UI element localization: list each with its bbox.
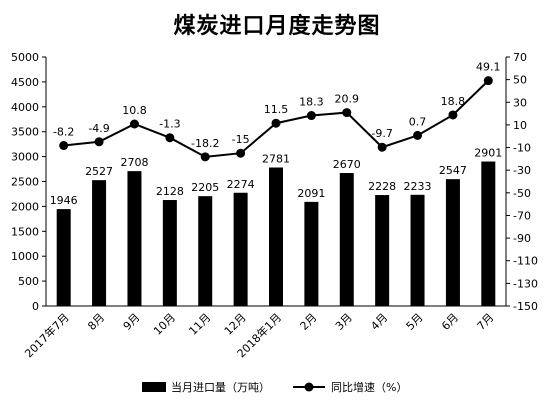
growth-value-label: 20.9 [335, 93, 360, 106]
bar-value-label: 2233 [404, 180, 432, 193]
bar-value-label: 2527 [85, 165, 113, 178]
left-axis-tick-label: 500 [18, 275, 39, 288]
right-axis-tick-label: -150 [513, 300, 538, 313]
bar-value-label: 2128 [156, 185, 184, 198]
bar-value-label: 2901 [474, 147, 502, 160]
bar [445, 179, 460, 306]
legend-bar-label: 当月进口量（万吨） [171, 380, 270, 394]
legend-bar-swatch [142, 382, 166, 392]
x-axis-tick-label: 8月 [85, 311, 107, 333]
x-axis-tick-label: 11月 [186, 311, 213, 338]
bar-value-label: 2228 [368, 180, 396, 193]
right-axis-tick-label: -110 [513, 255, 538, 268]
x-axis-tick-label: 3月 [333, 311, 355, 333]
growth-value-label: -18.2 [191, 137, 219, 150]
bar [410, 194, 425, 306]
right-axis-tick-label: -50 [513, 187, 531, 200]
bar [269, 167, 283, 306]
left-axis-tick-label: 5000 [11, 51, 39, 64]
growth-value-label: 18.3 [299, 96, 324, 109]
left-axis-tick-label: 4500 [11, 76, 39, 89]
legend-line-marker [304, 382, 314, 392]
growth-marker [165, 133, 175, 143]
bar [162, 200, 177, 306]
growth-marker [94, 137, 104, 147]
data-labels: 1946 2527 2708 2128 2205 2274 2781 2091 2670 2228… [50, 61, 503, 207]
right-axis-tick-label: 70 [513, 51, 527, 64]
legend: 当月进口量（万吨） 同比增速（%） [142, 380, 407, 394]
bar-series [56, 161, 496, 306]
bar-value-label: 2670 [333, 158, 361, 171]
bar-value-label: 2708 [120, 156, 148, 169]
growth-marker [413, 130, 423, 140]
growth-marker [271, 118, 281, 128]
left-axis-tick-label: 1000 [11, 250, 39, 263]
bar [375, 195, 390, 306]
left-axis-tick-label: 3000 [11, 151, 39, 164]
bar [481, 161, 496, 306]
left-axis-tick-label: 4000 [11, 101, 39, 114]
growth-marker [448, 110, 458, 120]
left-axis-tick-label: 3500 [11, 126, 39, 139]
growth-marker [377, 142, 387, 152]
growth-value-label: -4.9 [88, 122, 109, 135]
right-axis-tick-label: -70 [513, 209, 531, 222]
growth-value-label: 49.1 [476, 61, 501, 74]
x-axis-tick-label: 5月 [404, 311, 426, 333]
growth-value-label: -8.2 [53, 126, 74, 139]
right-axis-tick-label: -10 [513, 142, 531, 155]
growth-marker [59, 141, 69, 151]
bar-value-label: 2091 [297, 187, 325, 200]
x-axis-tick-label: 10月 [151, 311, 178, 338]
growth-value-label: -15 [232, 133, 250, 146]
bar [233, 192, 248, 306]
bar-value-label: 2274 [227, 178, 255, 191]
x-axis-tick-label: 2017年7月 [22, 310, 72, 360]
growth-value-label: -1.3 [159, 118, 180, 131]
x-axis-tick-label: 9月 [121, 311, 143, 333]
left-axis-tick-label: 2000 [11, 200, 39, 213]
bar-value-label: 1946 [50, 194, 78, 207]
growth-marker [306, 111, 316, 121]
growth-value-label: 10.8 [122, 104, 147, 117]
growth-marker [483, 76, 493, 86]
growth-marker [236, 148, 246, 158]
right-axis-tick-label: 30 [513, 96, 527, 109]
right-axis-tick-label: -90 [513, 232, 531, 245]
bar-value-label: 2547 [439, 164, 467, 177]
x-axis-tick-label: 6月 [439, 311, 461, 333]
growth-value-label: 18.8 [441, 95, 466, 108]
growth-value-label: 0.7 [409, 115, 427, 128]
right-axis-tick-label: 10 [513, 119, 527, 132]
chart-title: 煤炭进口月度走势图 [173, 14, 381, 39]
right-axis-tick-label: -30 [513, 164, 531, 177]
x-axis-tick-label: 12月 [222, 311, 249, 338]
left-axis-tick-label: 2500 [11, 176, 39, 189]
x-axis-tick-label: 7月 [475, 311, 497, 333]
x-axis-tick-label: 4月 [368, 311, 390, 333]
bar [198, 196, 213, 306]
growth-marker [342, 108, 352, 118]
x-axis-tick-label: 2月 [298, 311, 320, 333]
growth-value-label: -9.7 [371, 127, 392, 140]
left-axis-tick-label: 0 [32, 300, 39, 313]
growth-marker [129, 119, 139, 129]
right-axis-tick-label: -130 [513, 277, 538, 290]
bar-value-label: 2205 [191, 181, 219, 194]
bar [127, 171, 142, 306]
bar [304, 201, 319, 306]
left-axis-tick-label: 1500 [11, 225, 39, 238]
legend-line-label: 同比增速（%） [331, 380, 407, 394]
bar [339, 173, 354, 306]
right-axis-tick-label: 50 [513, 74, 527, 87]
bar [56, 209, 71, 306]
line-series [59, 76, 493, 162]
growth-value-label: 11.5 [264, 103, 289, 116]
growth-marker [200, 152, 210, 162]
bar-value-label: 2781 [262, 153, 290, 166]
bar [92, 180, 107, 306]
